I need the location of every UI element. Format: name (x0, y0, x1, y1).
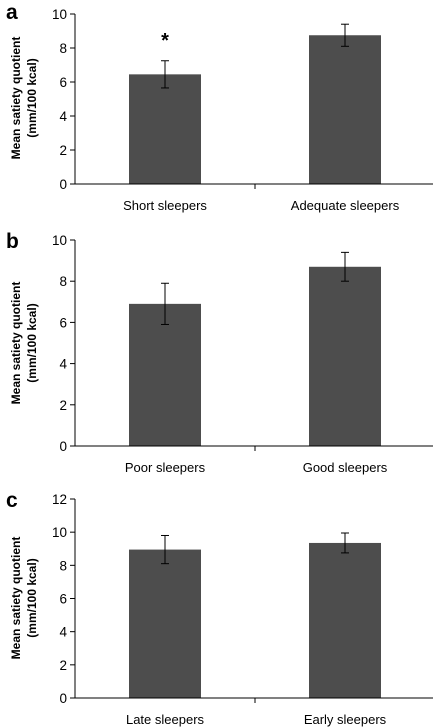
category-label: Late sleepers (126, 712, 205, 727)
y-axis-label-line2: (mm/100 kcal) (25, 58, 39, 137)
y-tick-label: 0 (59, 439, 67, 454)
y-axis-label: Mean satiety quotient (mm/100 kcal) (9, 537, 39, 660)
y-tick-label: 0 (59, 177, 67, 192)
category-label: Adequate sleepers (291, 198, 400, 213)
panel-letter: c (6, 489, 18, 512)
error-bar (341, 23, 349, 47)
y-axis-label-line1: Mean satiety quotient (9, 37, 23, 160)
y-tick-label: 0 (59, 691, 67, 706)
y-tick-label: 4 (59, 625, 67, 640)
y-tick-label: 10 (52, 233, 67, 248)
y-tick-label: 6 (59, 315, 67, 330)
y-axis-label: Mean satiety quotient (mm/100 kcal) (9, 37, 39, 160)
bar (309, 266, 381, 446)
y-tick-label: 10 (52, 7, 67, 22)
y-axis-label-line1: Mean satiety quotient (9, 282, 23, 405)
y-axis-label: Mean satiety quotient (mm/100 kcal) (9, 282, 39, 405)
y-axis-label-line2: (mm/100 kcal) (25, 303, 39, 382)
chart-panel-a: a Mean satiety quotient (mm/100 kcal) * 0 2 4 6… (6, 1, 433, 213)
category-label: Good sleepers (303, 460, 388, 475)
y-tick-label: 4 (59, 357, 67, 372)
y-tick-label: 8 (59, 41, 67, 56)
panel-letter: a (6, 1, 18, 24)
y-axis-label-line1: Mean satiety quotient (9, 537, 23, 660)
y-axis-label-line2: (mm/100 kcal) (25, 558, 39, 637)
bar (309, 542, 381, 698)
error-bar (161, 60, 169, 89)
category-label: Poor sleepers (125, 460, 206, 475)
significance-marker: * (161, 30, 169, 52)
y-tick-label: 2 (59, 658, 67, 673)
y-tick-label: 8 (59, 274, 67, 289)
panel-letter: b (6, 230, 19, 253)
y-tick-label: 4 (59, 109, 67, 124)
bar (129, 303, 201, 446)
error-bar (341, 251, 349, 282)
bar (309, 35, 381, 184)
error-bar (161, 534, 169, 565)
error-bar (341, 532, 349, 554)
chart-panel-b: b Mean satiety quotient (mm/100 kcal) 0 2 4 6 8… (6, 230, 433, 475)
error-bar (161, 282, 169, 325)
y-tick-label: 8 (59, 558, 67, 573)
bar (129, 549, 201, 698)
y-tick-label: 2 (59, 398, 67, 413)
chart-panel-c: c Mean satiety quotient (mm/100 kcal) 0 2 4 6 8… (6, 489, 433, 727)
y-tick-label: 2 (59, 143, 67, 158)
y-tick-label: 10 (52, 525, 67, 540)
bar (129, 74, 201, 184)
y-tick-label: 6 (59, 75, 67, 90)
y-tick-label: 6 (59, 592, 67, 607)
category-label: Short sleepers (123, 198, 207, 213)
category-label: Early sleepers (304, 712, 387, 727)
y-tick-label: 12 (52, 492, 67, 507)
